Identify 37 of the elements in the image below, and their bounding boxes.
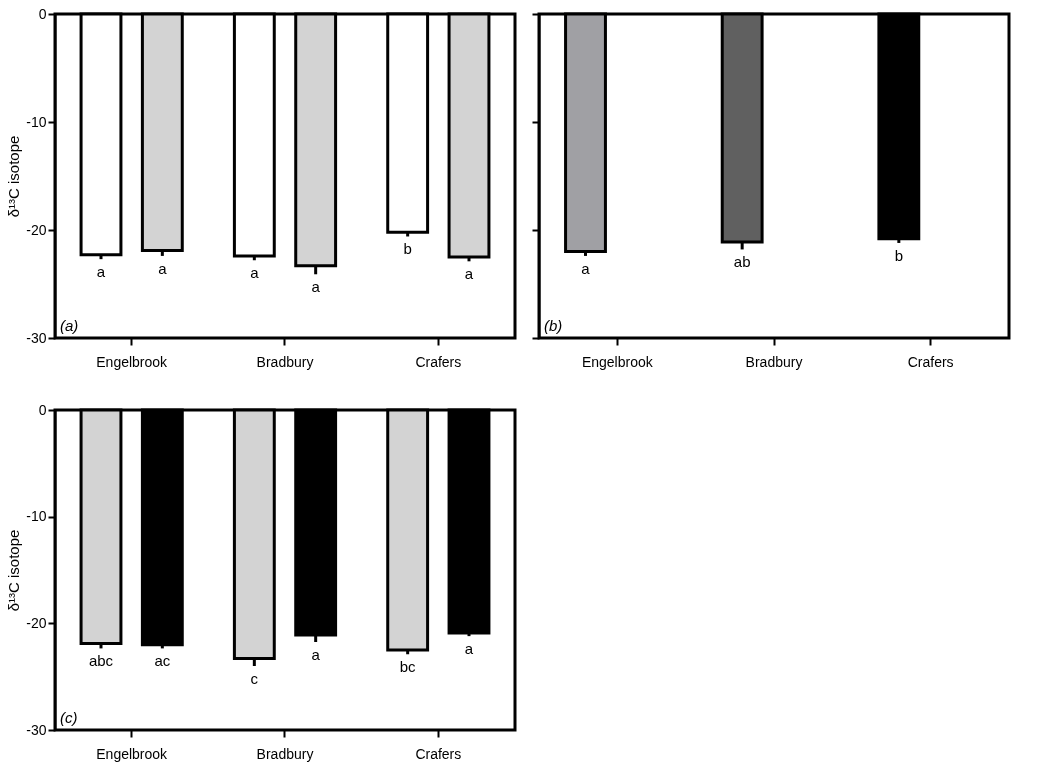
data-label: bc [399, 658, 417, 676]
data-label: b [403, 240, 412, 258]
x-tick-label: Bradbury [256, 353, 314, 370]
y-tick-label: -20 [26, 221, 47, 238]
data-label: a [581, 259, 591, 277]
x-tick-label: Engelbrook [96, 353, 169, 370]
data-label: ac [154, 652, 171, 670]
annotation: (a) [60, 317, 79, 334]
data-label: b [894, 246, 904, 264]
data-label: a [464, 265, 474, 283]
x-tick-label: Engelbrook [581, 353, 654, 370]
y-tick-label: 0 [38, 5, 47, 22]
annotation: (c) [60, 709, 78, 726]
y-tick-label: -10 [26, 508, 47, 525]
x-tick-label: Crafers [415, 745, 462, 762]
y-tick-label: -20 [26, 614, 47, 631]
y-tick-label: 0 [38, 401, 47, 418]
y-tick-label: -10 [26, 113, 47, 130]
x-tick-label: Bradbury [745, 353, 803, 370]
data-label: c [250, 670, 259, 687]
x-tick-label: Crafers [907, 353, 954, 370]
data-label: a [311, 278, 321, 296]
data-label: abc [88, 652, 114, 670]
y-axis-title: δ¹³C isotope [5, 529, 23, 612]
x-tick-label: Crafers [415, 353, 462, 370]
y-axis-title: δ¹³C isotope [5, 135, 23, 218]
data-label: a [158, 259, 168, 277]
data-label: a [464, 640, 474, 658]
data-label: a [311, 646, 321, 663]
y-tick-label: -30 [26, 329, 47, 346]
data-label: a [250, 264, 260, 282]
x-tick-label: Bradbury [256, 745, 314, 762]
data-label: a [96, 263, 106, 281]
data-label: ab [733, 253, 751, 271]
y-tick-label: -30 [26, 721, 47, 738]
x-tick-label: Engelbrook [96, 745, 169, 762]
annotation: (b) [544, 317, 563, 334]
